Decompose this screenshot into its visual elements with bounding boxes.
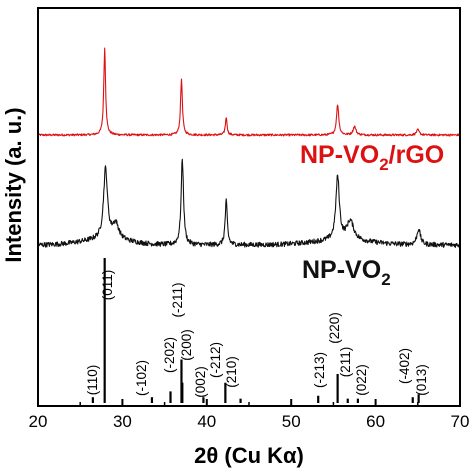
hkl-label: (-211) bbox=[170, 282, 185, 317]
hkl-label: (-402) bbox=[397, 348, 412, 384]
series-line bbox=[37, 158, 461, 248]
hkl-label: (002) bbox=[193, 366, 208, 398]
y-axis-title: Intensity (a. u.) bbox=[1, 107, 26, 262]
hkl-label: (-212) bbox=[208, 342, 223, 378]
series-label: NP-VO2 bbox=[302, 256, 391, 289]
hkl-label: (-102) bbox=[134, 360, 149, 396]
x-tick-label: 40 bbox=[197, 412, 216, 431]
hkl-label: (220) bbox=[327, 312, 342, 344]
hkl-label: (022) bbox=[354, 364, 369, 396]
reference-pattern: (110)(011)(-102)(-202)(-211)(200)(002)(-… bbox=[85, 258, 429, 403]
hkl-label: (-213) bbox=[312, 352, 327, 388]
x-axis-title: 2θ (Cu Kα) bbox=[194, 443, 304, 468]
x-tick-label: 70 bbox=[451, 412, 470, 431]
x-tick-label: 50 bbox=[282, 412, 301, 431]
hkl-label: (110) bbox=[85, 365, 100, 396]
series-label-subscript: 2 bbox=[379, 155, 388, 174]
series-label-main: NP-VO bbox=[302, 256, 381, 284]
x-tick-label: 20 bbox=[29, 412, 48, 431]
hkl-label: (200) bbox=[179, 329, 194, 361]
series-label-tail: /rGO bbox=[389, 141, 445, 169]
series-label: NP-VO2/rGO bbox=[300, 141, 444, 174]
hkl-label: (011) bbox=[100, 270, 115, 301]
series-line bbox=[37, 47, 461, 137]
x-tick-label: 60 bbox=[366, 412, 385, 431]
series-layer bbox=[37, 47, 461, 248]
x-axis: 20 30 40 50 60 70 bbox=[29, 399, 470, 431]
series-label-main: NP-VO bbox=[300, 141, 379, 169]
hkl-label: (210) bbox=[224, 356, 239, 388]
series-label-subscript: 2 bbox=[381, 270, 390, 289]
hkl-label: (211) bbox=[338, 347, 353, 378]
hkl-label: (-202) bbox=[162, 337, 177, 373]
x-tick-label: 30 bbox=[113, 412, 132, 431]
plot-frame bbox=[37, 7, 461, 407]
hkl-label: (013) bbox=[414, 364, 429, 396]
